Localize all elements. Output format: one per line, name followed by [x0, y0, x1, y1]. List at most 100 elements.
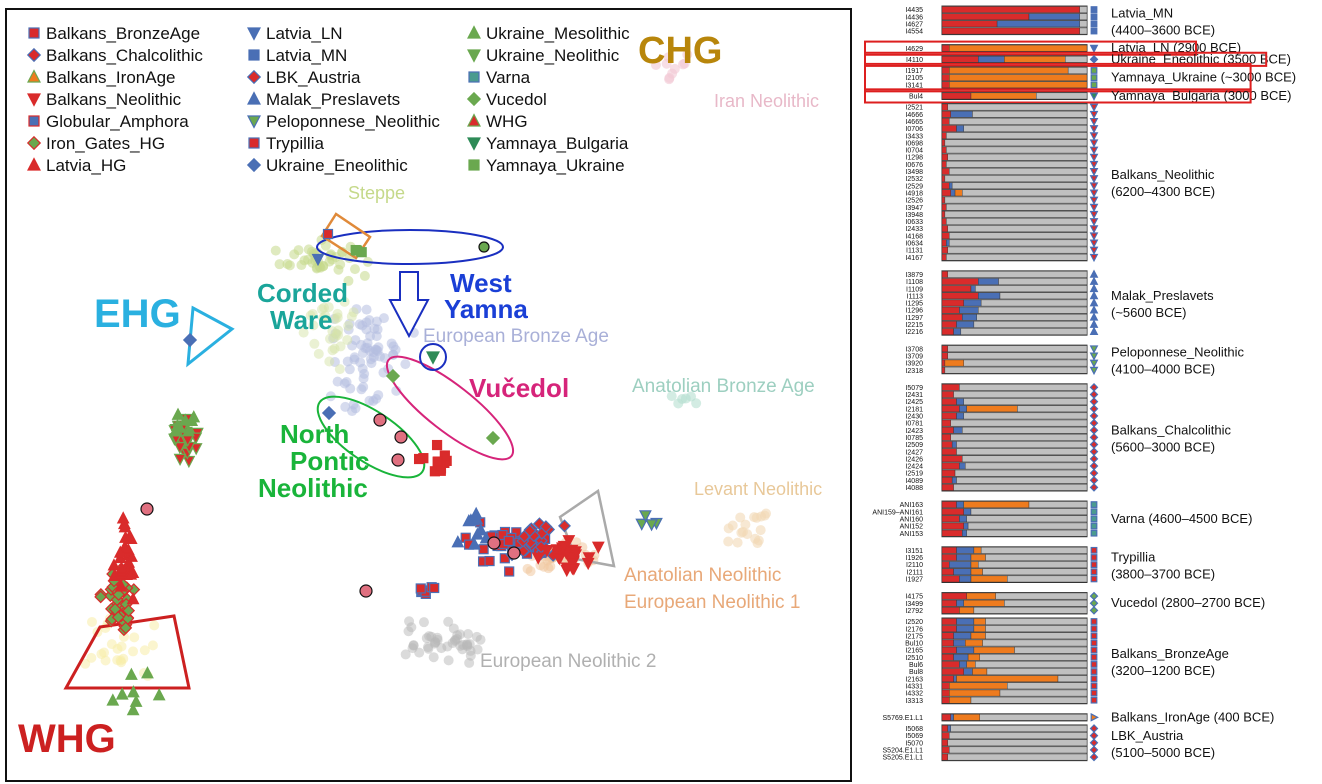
group-marker — [1089, 276, 1099, 285]
admixture-segment — [976, 314, 1088, 321]
whg-background-point — [116, 641, 127, 652]
admixture-segment — [963, 359, 1088, 367]
group-marker — [1089, 253, 1099, 263]
whg-point — [152, 688, 166, 701]
iran-neolithic-point — [663, 52, 674, 63]
sample-label: I2111 — [907, 569, 924, 576]
admixture-segment — [956, 599, 964, 607]
european-neolithic-2-point — [403, 626, 414, 637]
admixture-segment — [949, 44, 1088, 52]
european-bronze-age-point — [332, 376, 343, 387]
admixture-segment — [953, 675, 957, 683]
group-label: Balkans_Chalcolithic — [1111, 422, 1231, 437]
legend-marker-latvia_hg — [27, 157, 41, 171]
group-label: Balkans_IronAge (400 BCE) — [1111, 709, 1274, 724]
group-sublabel: (4100–4000 BCE) — [1111, 361, 1215, 376]
sample-label: I4167 — [905, 255, 923, 262]
admixture-segment — [970, 285, 976, 292]
group-marker — [1089, 461, 1099, 471]
steppe-point — [270, 245, 281, 256]
european-bronze-age-point — [371, 331, 382, 342]
group-marker — [1090, 575, 1098, 583]
european-bronze-age-point — [365, 354, 376, 365]
group-sublabel: (~5600 BCE) — [1111, 305, 1187, 320]
corded-ware-point — [334, 364, 345, 375]
admixture-segment — [1004, 56, 1066, 63]
corded-ware-point — [309, 338, 320, 349]
admixture-segment — [980, 299, 1088, 307]
admixture-segment — [947, 345, 1088, 352]
group-marker — [1089, 110, 1099, 120]
admixture-segment — [947, 739, 1088, 747]
sample-label: I1131 — [906, 248, 923, 255]
european-bronze-age-point — [344, 364, 355, 375]
admixture-segment — [941, 211, 946, 218]
peloponnese-neolithic-point — [639, 510, 652, 523]
ukraine-mesolithic-point — [168, 424, 182, 437]
sample-label: I2519 — [905, 471, 923, 478]
sample-label: I5069 — [905, 733, 923, 740]
group-marker — [1089, 132, 1099, 141]
admixture-segment — [959, 575, 972, 583]
european-neolithic-2-point — [464, 657, 475, 668]
admixture-segment — [964, 639, 983, 647]
circled-sample-point — [487, 536, 501, 550]
admixture-segment — [947, 103, 1088, 111]
cluster-label-pontic: Pontic — [290, 446, 369, 476]
admixture-segment — [950, 110, 973, 118]
admixture-segment — [956, 625, 975, 632]
sample-label: I4666 — [905, 112, 923, 119]
malak-preslavets-point — [451, 535, 465, 548]
group-marker — [1089, 440, 1099, 449]
admixture-segment — [941, 92, 972, 100]
admixture-segment — [944, 211, 1088, 218]
steppe-ellipse — [316, 229, 504, 265]
legend-label: LBK_Austria — [266, 68, 361, 87]
admixture-segment — [941, 27, 1080, 35]
admixture-segment — [941, 278, 979, 285]
admixture-segment — [941, 196, 946, 204]
globular-amphora-point — [431, 439, 443, 451]
admixture-segment — [946, 132, 1088, 139]
admixture-segment — [949, 81, 1088, 89]
cluster-label-neolithic: Neolithic — [258, 473, 368, 503]
group-marker — [1089, 425, 1099, 435]
european-neolithic-2-point — [428, 652, 439, 663]
sample-label: I2520 — [905, 619, 923, 626]
malak-preslavets-point — [474, 523, 488, 536]
corded-ware-point — [318, 313, 329, 324]
admixture-segment — [985, 618, 1088, 625]
group-marker — [1090, 696, 1098, 704]
admixture-segment — [951, 477, 957, 484]
group-marker — [1090, 508, 1098, 516]
legend-label: Iron_Gates_HG — [46, 134, 165, 153]
levant-neolithic-point — [732, 537, 743, 548]
corded-ware-point — [335, 341, 346, 352]
sample-label: I3879 — [905, 272, 923, 279]
group-marker — [1089, 319, 1099, 328]
legend-label: Balkans_Neolithic — [46, 90, 182, 109]
admixture-segment — [953, 639, 966, 647]
sample-label: ANI153 — [900, 531, 923, 538]
admixture-segment — [941, 292, 979, 300]
admixture-segment — [941, 732, 950, 739]
whg-point — [127, 685, 140, 698]
group-marker — [1090, 554, 1098, 561]
ukraine-mesolithic-point — [187, 410, 201, 423]
corded-ware-point — [339, 296, 350, 307]
group-marker — [1089, 724, 1099, 733]
sample-label: I4088 — [905, 485, 923, 492]
group-sublabel: (3800–3700 BCE) — [1111, 567, 1215, 582]
sample-label: ANI163 — [900, 502, 923, 509]
admixture-segment — [963, 668, 973, 675]
group-marker — [1089, 189, 1099, 198]
sample-label: I1297 — [905, 315, 923, 322]
iran-neolithic-point — [682, 49, 693, 60]
sample-label: I2510 — [905, 655, 923, 662]
admixture-segment — [1004, 599, 1088, 607]
legend-label: Ukraine_Mesolithic — [486, 24, 630, 43]
corded-ware-point — [343, 320, 354, 331]
latvia-ln-point — [311, 253, 325, 267]
legend-marker-vucedol — [466, 91, 482, 107]
